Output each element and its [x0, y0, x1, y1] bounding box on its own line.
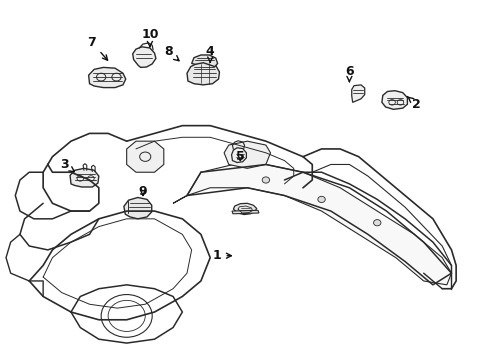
- Text: 3: 3: [60, 158, 74, 172]
- Polygon shape: [89, 67, 126, 87]
- Text: 7: 7: [88, 36, 108, 60]
- Polygon shape: [127, 141, 164, 172]
- Polygon shape: [173, 165, 451, 285]
- Text: 6: 6: [345, 65, 354, 81]
- Polygon shape: [133, 47, 156, 67]
- Circle shape: [318, 196, 325, 203]
- Polygon shape: [192, 55, 218, 67]
- Text: 10: 10: [141, 28, 159, 47]
- Text: 9: 9: [139, 185, 147, 198]
- Polygon shape: [187, 62, 220, 85]
- Polygon shape: [124, 198, 152, 219]
- Text: 8: 8: [164, 45, 179, 61]
- Text: 4: 4: [206, 45, 215, 62]
- Text: 2: 2: [407, 96, 421, 111]
- Text: 1: 1: [213, 249, 231, 262]
- Polygon shape: [224, 141, 270, 168]
- Polygon shape: [70, 168, 99, 187]
- Polygon shape: [232, 210, 259, 214]
- Circle shape: [262, 177, 270, 183]
- Text: 5: 5: [236, 150, 245, 163]
- Polygon shape: [233, 203, 257, 215]
- Polygon shape: [352, 85, 365, 102]
- Circle shape: [373, 220, 381, 226]
- Polygon shape: [382, 91, 407, 109]
- Polygon shape: [232, 148, 246, 162]
